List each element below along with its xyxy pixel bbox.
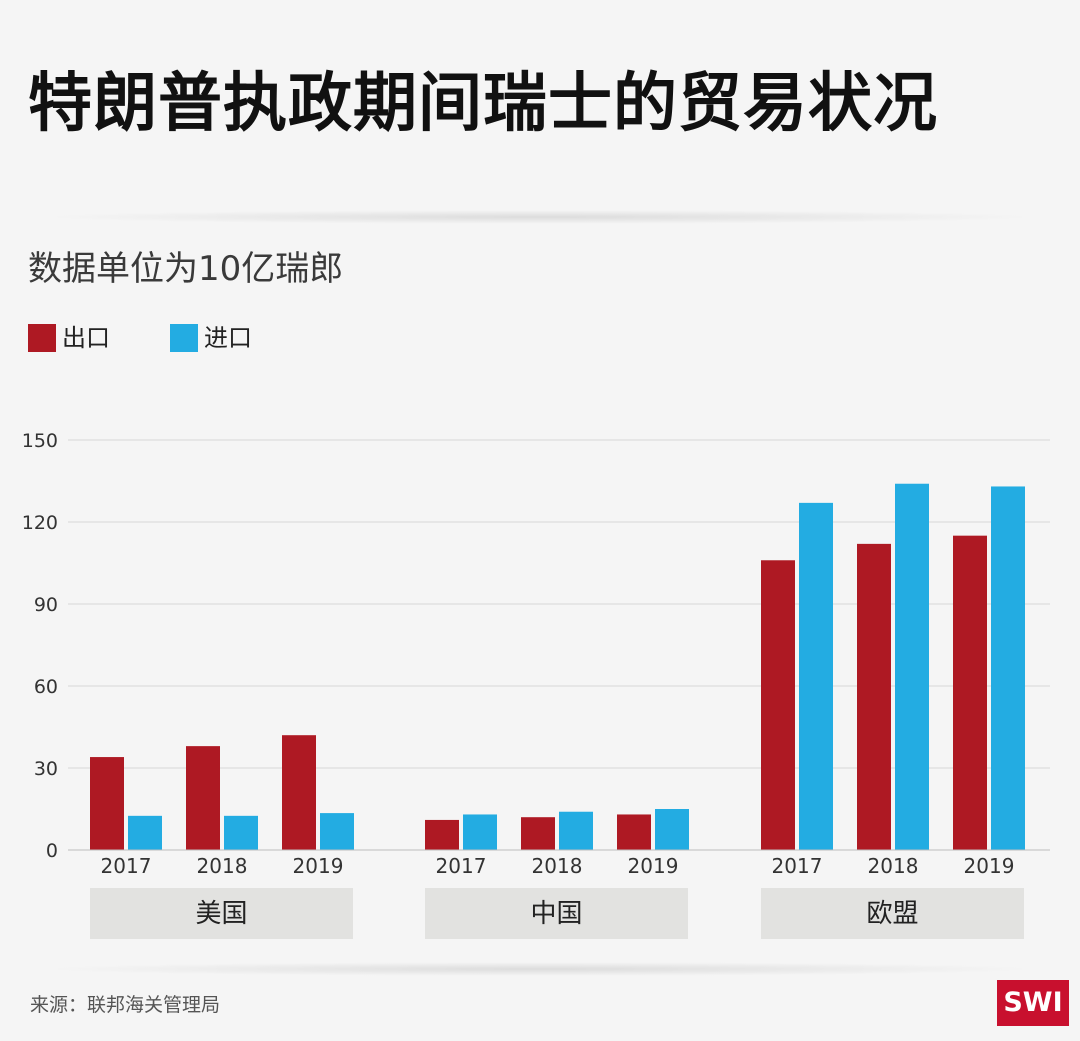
group-label-box bbox=[90, 888, 353, 939]
bar-import bbox=[799, 502, 833, 850]
bar-import bbox=[224, 815, 258, 850]
bar-export bbox=[857, 543, 891, 850]
bar-export bbox=[761, 560, 795, 850]
y-tick-label: 30 bbox=[34, 758, 58, 780]
bar-export bbox=[953, 535, 987, 850]
footer-divider bbox=[40, 962, 1040, 976]
x-tick-label: 2017 bbox=[101, 854, 152, 878]
y-tick-label: 120 bbox=[22, 512, 58, 534]
y-tick-label: 60 bbox=[34, 676, 58, 698]
x-tick-label: 2019 bbox=[293, 854, 344, 878]
x-tick-label: 2018 bbox=[868, 854, 919, 878]
bar-export bbox=[521, 817, 555, 850]
bar-export bbox=[186, 746, 220, 850]
x-tick-label: 2017 bbox=[436, 854, 487, 878]
legend-label-import: 进口 bbox=[204, 324, 252, 352]
swi-logo: SWI bbox=[997, 980, 1069, 1026]
legend-swatch-export bbox=[28, 324, 56, 352]
y-tick-label: 90 bbox=[34, 594, 58, 616]
bar-import bbox=[895, 483, 929, 850]
bar-export bbox=[90, 757, 124, 850]
group-label: 美国 bbox=[195, 899, 247, 929]
x-tick-label: 2018 bbox=[532, 854, 583, 878]
group-label-box bbox=[425, 888, 688, 939]
y-tick-label: 0 bbox=[46, 840, 58, 862]
chart-title: 特朗普执政期间瑞士的贸易状况 bbox=[28, 67, 938, 141]
group-label-box bbox=[761, 888, 1024, 939]
group-label: 中国 bbox=[530, 899, 582, 929]
x-tick-label: 2019 bbox=[628, 854, 679, 878]
title-divider bbox=[40, 210, 1040, 224]
bar-chart: 0 30 60 90 120 150 2017 2018 2019 美国 2017 2018 2019 中… bbox=[22, 430, 1050, 939]
chart-subtitle: 数据单位为10亿瑞郎 bbox=[28, 249, 344, 289]
bar-import bbox=[463, 814, 497, 850]
bar-export bbox=[617, 814, 651, 850]
legend-swatch-import bbox=[170, 324, 198, 352]
bar-export bbox=[425, 819, 459, 850]
x-tick-label: 2019 bbox=[964, 854, 1015, 878]
bar-import bbox=[559, 811, 593, 850]
source-note: 来源：联邦海关管理局 bbox=[30, 994, 221, 1016]
bar-import bbox=[655, 809, 689, 850]
y-tick-label: 150 bbox=[22, 430, 58, 452]
group-label: 欧盟 bbox=[866, 899, 918, 929]
x-tick-label: 2017 bbox=[772, 854, 823, 878]
x-tick-label: 2018 bbox=[197, 854, 248, 878]
bar-export bbox=[282, 735, 316, 850]
legend-label-export: 出口 bbox=[62, 324, 110, 352]
bar-import bbox=[320, 813, 354, 850]
bar-import bbox=[991, 486, 1025, 850]
bar-import bbox=[128, 815, 162, 850]
